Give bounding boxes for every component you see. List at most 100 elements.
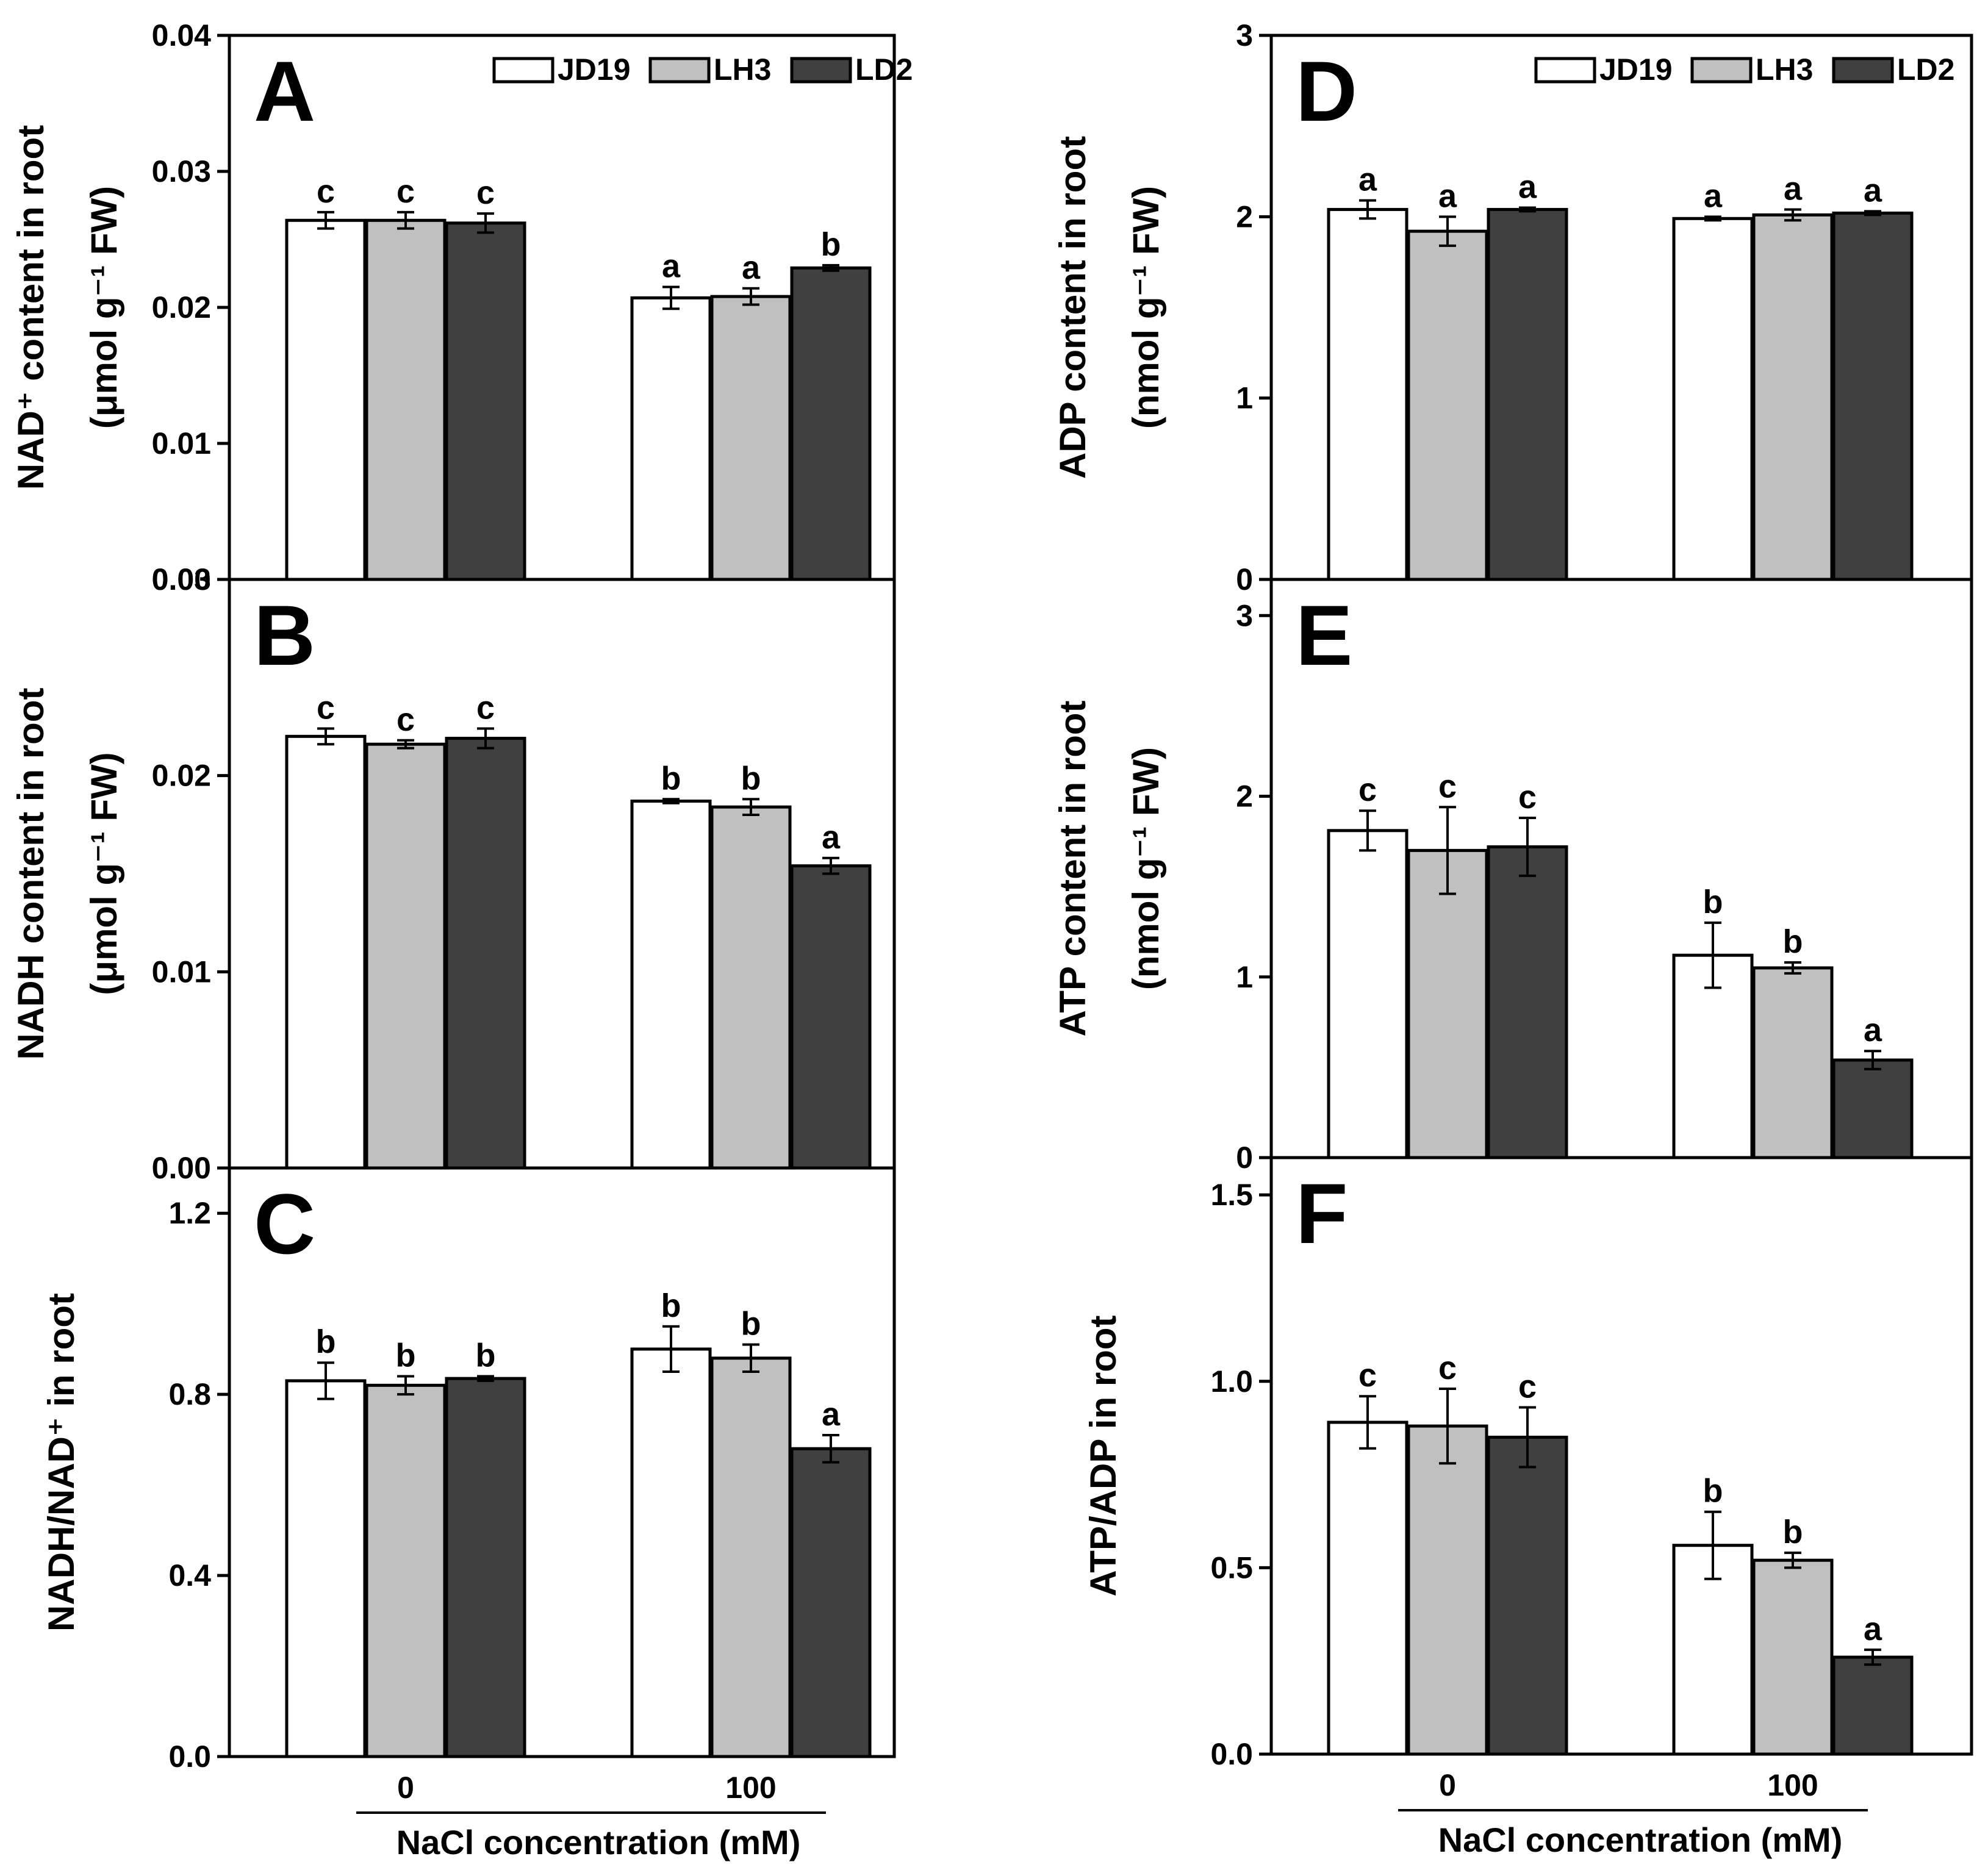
panel-letter: B	[254, 587, 315, 683]
bar-jd19-100	[630, 296, 712, 581]
bar-ld2-100	[1832, 1058, 1914, 1159]
y-tick-label: 3	[1236, 18, 1253, 52]
significance-letter: a	[1784, 170, 1803, 207]
y-tick-label: 0.00	[152, 562, 211, 596]
bar-lh3-100	[710, 1356, 792, 1758]
x-tick-label: 0	[1439, 1768, 1456, 1802]
bar-lh3-0	[1407, 229, 1488, 581]
significance-letter: b	[1783, 1514, 1803, 1550]
legend-swatch-jd19	[1534, 57, 1596, 84]
bar-lh3-100	[710, 295, 792, 581]
significance-letter: b	[396, 1337, 416, 1374]
panel-letter: D	[1296, 43, 1357, 139]
y-tick-label: 1	[1236, 960, 1253, 994]
y-tick-label: 0.0	[168, 1739, 211, 1774]
bar-lh3-0	[365, 1383, 447, 1758]
bar-ld2-100	[1832, 211, 1914, 581]
x-axis-label: NaCl concentration (mM)	[1438, 1821, 1843, 1859]
significance-letter: a	[1518, 168, 1537, 205]
significance-letter: a	[822, 1396, 841, 1433]
x-axis-label: NaCl concentration (mM)	[397, 1823, 801, 1861]
y-tick-label: 0.8	[168, 1377, 211, 1411]
y-tick-label: 3	[1236, 598, 1253, 632]
significance-letter: b	[661, 1288, 681, 1324]
bar-lh3-100	[710, 805, 792, 1170]
significance-letter: a	[822, 819, 841, 856]
significance-letter: a	[1358, 162, 1377, 198]
panel-c: 0.0 0.4 0.8 1.2 NADH/NAD⁺ in root Cb b b b b a 0 100…	[41, 1166, 896, 1861]
y-tick-label: 0.03	[152, 154, 211, 188]
y-axis-label: NADH content in root	[10, 688, 51, 1060]
bar-ld2-0	[1487, 1435, 1568, 1756]
legend-swatch-ld2	[1832, 57, 1894, 84]
significance-letter: c	[476, 689, 495, 726]
bar-jd19-0	[285, 1379, 367, 1758]
bar-jd19-0	[1327, 1420, 1408, 1756]
significance-letter: c	[476, 174, 495, 211]
bar-ld2-100	[1832, 1655, 1914, 1756]
y-tick-label: 0.02	[152, 759, 211, 793]
significance-letter: b	[1783, 923, 1803, 960]
y-tick-label: 0.01	[152, 426, 211, 460]
legend-swatch-lh3	[1690, 57, 1753, 84]
significance-letter: b	[1703, 884, 1723, 920]
y-axis-label-units: (nmol g⁻¹ FW)	[1125, 186, 1166, 429]
y-tick-label: 0.03	[152, 562, 211, 596]
significance-letter: a	[1704, 177, 1723, 214]
significance-letter: c	[1518, 779, 1537, 815]
y-axis-label-units: (μmol g⁻¹ FW)	[84, 186, 124, 429]
significance-letter: a	[742, 249, 761, 286]
legend-label: JD19	[1599, 52, 1673, 87]
bar-ld2-0	[445, 737, 526, 1170]
significance-letter: c	[397, 701, 415, 738]
panel-f: 0.0 0.5 1.0 1.5 ATP/ADP in root Fc c c b b a 0 100 Na…	[1083, 1156, 1973, 1859]
significance-letter: c	[1438, 1350, 1457, 1386]
legend-swatch-jd19	[492, 57, 554, 84]
legend: JD19 LH3 LD2	[492, 52, 913, 87]
significance-letter: a	[1864, 1012, 1882, 1048]
bar-ld2-0	[445, 1377, 526, 1758]
y-axis-label: NAD⁺ content in root	[10, 125, 51, 490]
panel-b: 0.00 0.01 0.02 0.03 NADH content in root (μmo…	[10, 562, 896, 1185]
y-tick-label: 0.4	[168, 1558, 211, 1592]
panel-letter: E	[1296, 587, 1352, 683]
significance-letter: a	[662, 248, 681, 285]
panel-letter: F	[1296, 1166, 1348, 1261]
y-tick-label: 0.04	[152, 18, 212, 52]
bar-ld2-0	[1487, 845, 1568, 1159]
legend-label: JD19	[558, 52, 631, 87]
legend-label: LH3	[1756, 52, 1813, 87]
y-tick-label: 1	[1236, 381, 1253, 415]
y-tick-label: 1.5	[1210, 1178, 1253, 1212]
significance-letter: c	[1358, 1357, 1377, 1394]
bar-lh3-0	[365, 742, 447, 1170]
panel-a: 0.00 0.01 0.02 0.03 0.04 NAD⁺ content in root…	[10, 18, 913, 596]
y-tick-label: 0.02	[152, 290, 211, 324]
significance-letter: a	[1864, 172, 1882, 209]
bar-ld2-100	[790, 266, 872, 581]
bar-ld2-0	[445, 221, 526, 581]
bar-lh3-0	[1407, 1424, 1488, 1756]
legend-swatch-lh3	[648, 57, 711, 84]
legend-label: LH3	[714, 52, 771, 87]
bar-jd19-0	[285, 734, 367, 1170]
y-tick-label: 2	[1236, 199, 1253, 234]
legend-label: LD2	[855, 52, 913, 87]
bar-jd19-100	[630, 799, 712, 1170]
x-tick-label: 100	[725, 1771, 776, 1805]
y-axis-label-units: (nmol g⁻¹ FW)	[1125, 747, 1166, 990]
y-tick-label: 0	[1236, 562, 1253, 596]
panel-e: 0 1 2 3 ATP content in root (nmol g⁻¹ FW) Ec c c…	[1052, 578, 1973, 1175]
significance-letter: b	[821, 226, 841, 263]
significance-letter: c	[397, 173, 415, 210]
panel-letter: A	[254, 43, 315, 139]
bar-jd19-100	[630, 1347, 712, 1758]
significance-letter: b	[661, 760, 681, 797]
x-axis: 0 100 NaCl concentration (mM)	[356, 1771, 826, 1861]
y-tick-label: 0.0	[1210, 1737, 1253, 1771]
significance-letter: b	[741, 1306, 761, 1342]
y-axis-label: ADP content in root	[1052, 136, 1093, 479]
y-tick-label: 0.5	[1210, 1550, 1253, 1585]
legend-swatch-ld2	[790, 57, 852, 84]
bar-lh3-100	[1752, 966, 1834, 1159]
